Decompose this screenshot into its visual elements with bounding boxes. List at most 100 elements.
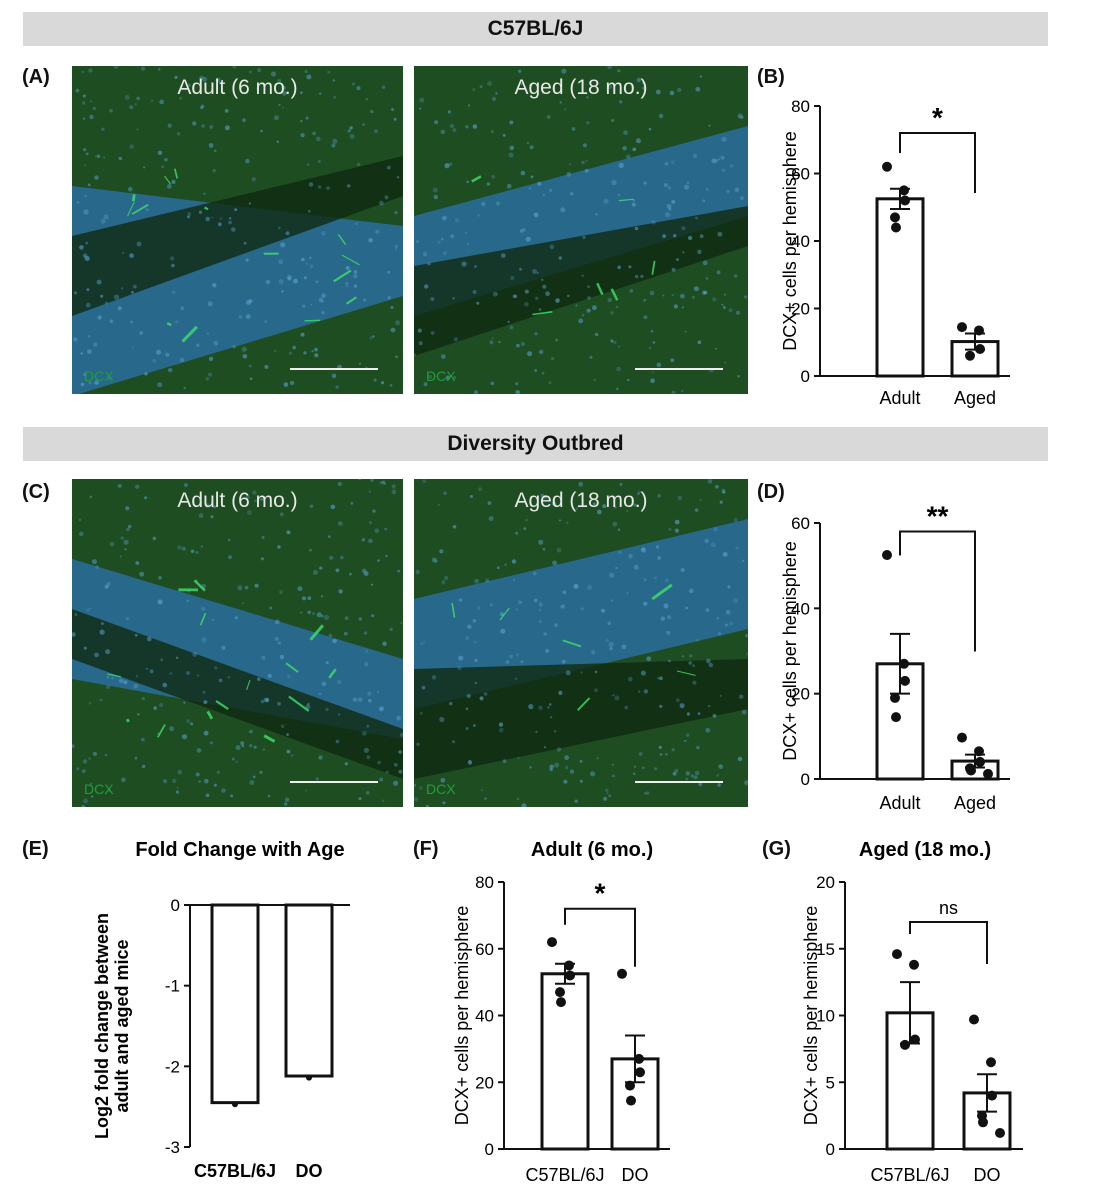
- nucleus-dot: [594, 688, 598, 692]
- nucleus-dot: [279, 512, 284, 517]
- nucleus-dot: [198, 513, 204, 518]
- nucleus-dot: [195, 772, 200, 777]
- nucleus-dot: [582, 235, 586, 239]
- nucleus-dot: [545, 291, 550, 297]
- nucleus-dot: [739, 694, 744, 699]
- nucleus-dot: [504, 563, 507, 566]
- nucleus-dot: [444, 163, 450, 169]
- micrograph-image: [72, 479, 403, 807]
- nucleus-dot: [79, 245, 84, 250]
- nucleus-dot: [510, 275, 515, 281]
- nucleus-dot: [522, 228, 526, 231]
- dcx-fiber: [532, 311, 553, 316]
- nucleus-dot: [652, 341, 656, 344]
- micrograph-image: [414, 66, 748, 394]
- nucleus-dot: [454, 218, 460, 223]
- nucleus-dot: [723, 293, 726, 296]
- dcx-fiber: [610, 288, 619, 301]
- nucleus-dot: [520, 660, 524, 664]
- dark-tissue-region: [414, 206, 748, 356]
- nucleus-dot: [187, 215, 190, 219]
- nucleus-dot: [465, 727, 469, 730]
- nucleus-dot: [606, 792, 609, 795]
- nucleus-dot: [674, 768, 679, 773]
- nucleus-dot: [327, 70, 331, 74]
- nucleus-dot: [721, 136, 727, 142]
- nucleus-dot: [254, 499, 257, 503]
- nucleus-dot: [152, 358, 157, 363]
- nucleus-dot: [396, 715, 401, 721]
- micrograph-title: Adult (6 mo.): [177, 76, 298, 99]
- y-tick-label: 20: [475, 1073, 494, 1092]
- nucleus-dot: [104, 753, 108, 757]
- dcx-fiber: [204, 206, 209, 211]
- nucleus-dot: [129, 105, 134, 110]
- chart-b-svg: 0 20 40 60 80 DCX+ cells per hemisphere Adult A…: [780, 97, 1010, 408]
- nucleus-dot: [335, 568, 340, 573]
- nucleus-dot: [85, 241, 89, 245]
- nucleus-dot: [368, 698, 372, 703]
- nucleus-dot: [234, 208, 238, 212]
- nucleus-dot: [586, 308, 591, 313]
- nucleus-dot: [187, 212, 191, 216]
- nucleus-dot: [575, 507, 579, 510]
- nucleus-dot: [85, 302, 91, 308]
- nucleus-dot: [253, 745, 257, 749]
- nucleus-dot: [717, 158, 721, 161]
- nucleus-dot: [195, 551, 199, 554]
- nucleus-dot: [697, 712, 701, 715]
- nucleus-dot: [244, 585, 249, 590]
- nucleus-dot: [677, 87, 682, 93]
- nucleus-dot: [500, 253, 506, 258]
- nucleus-dot: [370, 479, 374, 482]
- significance-label: *: [932, 102, 943, 133]
- nucleus-dot: [697, 249, 702, 254]
- nucleus-dot: [175, 790, 180, 794]
- nucleus-dot: [483, 692, 488, 696]
- nucleus-dot: [213, 783, 217, 787]
- data-point: [983, 768, 993, 779]
- nucleus-dot: [382, 799, 385, 802]
- y-tick-label: -2: [165, 1057, 180, 1076]
- nucleus-dot: [474, 265, 477, 268]
- data-point: [995, 1127, 1005, 1138]
- nucleus-dot: [624, 705, 629, 710]
- nucleus-dot: [74, 613, 78, 616]
- nucleus-dot: [618, 162, 624, 168]
- x-tick-label: C57BL/6J: [525, 1165, 604, 1185]
- nucleus-dot: [331, 373, 337, 379]
- nucleus-dot: [688, 661, 692, 665]
- nucleus-dot: [643, 578, 647, 581]
- nucleus-dot: [671, 390, 676, 394]
- nucleus-dot: [512, 578, 515, 582]
- nucleus-dot: [81, 101, 86, 105]
- nucleus-dot: [442, 801, 446, 805]
- nucleus-dot: [362, 731, 367, 736]
- nucleus-dot: [353, 273, 358, 279]
- nucleus-dot: [553, 729, 557, 733]
- nucleus-dot: [235, 760, 238, 763]
- significance-bracket: [899, 530, 976, 652]
- nucleus-dot: [621, 644, 627, 650]
- nucleus-dot: [532, 269, 537, 274]
- nucleus-dot: [393, 780, 399, 786]
- nucleus-dot: [318, 297, 323, 303]
- nucleus-dot: [109, 319, 114, 324]
- nucleus-dot: [476, 301, 480, 305]
- nucleus-dot: [396, 176, 400, 179]
- nucleus-dot: [724, 623, 728, 627]
- nucleus-dot: [479, 85, 483, 89]
- nucleus-dot: [307, 610, 311, 614]
- nucleus-dot: [368, 520, 373, 525]
- granule-cell-layer: [414, 519, 748, 709]
- nucleus-dot: [366, 724, 370, 728]
- nucleus-dot: [245, 314, 251, 319]
- nucleus-dot: [550, 716, 553, 719]
- dcx-fiber: [263, 734, 276, 743]
- nucleus-dot: [524, 289, 529, 294]
- nucleus-dot: [340, 555, 344, 560]
- nucleus-dot: [509, 325, 514, 330]
- nucleus-dot: [201, 606, 206, 611]
- nucleus-dot: [205, 793, 210, 798]
- dcx-fiber: [499, 607, 510, 621]
